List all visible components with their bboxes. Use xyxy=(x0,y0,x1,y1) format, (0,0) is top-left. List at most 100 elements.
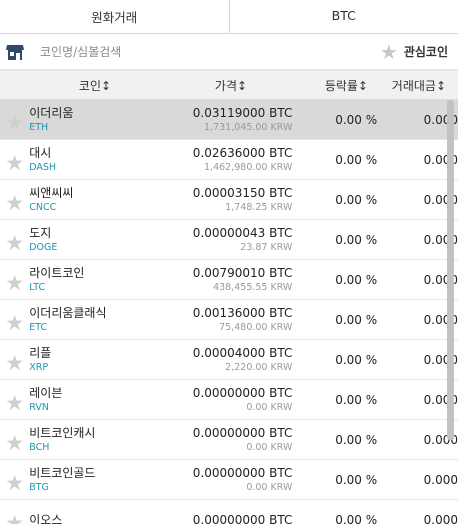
table-row[interactable]: ★ 비트코인캐시 BCH 0.00000000 BTC 0.00 KRW 0.00 … xyxy=(0,420,458,460)
tab-btc-market[interactable]: BTC xyxy=(229,0,458,33)
coin-symbol: DASH xyxy=(29,161,57,173)
trade-volume: 0.000 xyxy=(423,432,458,447)
coin-name: 씨앤씨씨 xyxy=(29,185,74,200)
coin-search-input[interactable] xyxy=(40,44,380,59)
trade-volume: 0.000 xyxy=(423,312,458,327)
table-row[interactable]: ★ 대시 DASH 0.02636000 BTC 1,462,980.00 KRW … xyxy=(0,140,458,180)
table-row[interactable]: ★ 씨앤씨씨 CNCC 0.00003150 BTC 1,748.25 KRW 0.… xyxy=(0,180,458,220)
change-rate: 0.00 % xyxy=(335,152,378,167)
coin-symbol: XRP xyxy=(29,361,49,373)
favorite-star-icon[interactable]: ★ xyxy=(5,510,25,524)
coin-name: 비트코인캐시 xyxy=(29,425,96,440)
price-btc: 0.02636000 BTC xyxy=(192,145,293,160)
favorite-coins-label: 관심코인 xyxy=(403,45,448,59)
table-row[interactable]: ★ 리플 XRP 0.00004000 BTC 2,220.00 KRW 0.00 … xyxy=(0,340,458,380)
price-krw: 438,455.55 KRW xyxy=(213,281,293,293)
coin-symbol: LTC xyxy=(29,281,46,293)
coin-list: ★ 이더리움 ETH 0.03119000 BTC 1,731,045.00 KRW… xyxy=(0,100,458,524)
price-krw: 0.00 KRW xyxy=(246,401,293,413)
coin-symbol: BTG xyxy=(29,481,49,493)
coin-symbol: RVN xyxy=(29,401,49,413)
price-krw: 0.00 KRW xyxy=(246,441,293,453)
change-rate: 0.00 % xyxy=(335,232,378,247)
change-rate: 0.00 % xyxy=(335,272,378,287)
scrollbar[interactable] xyxy=(447,100,454,440)
coin-name: 레이븐 xyxy=(29,385,63,400)
price-btc: 0.00000043 BTC xyxy=(192,225,293,240)
trade-volume: 0.000 xyxy=(423,512,458,524)
coin-name: 리플 xyxy=(29,345,52,360)
sort-by-name[interactable]: 코인↕ xyxy=(78,78,112,93)
sort-by-price[interactable]: 가격↕ xyxy=(214,78,248,93)
trade-volume: 0.000 xyxy=(423,392,458,407)
price-btc: 0.00000000 BTC xyxy=(192,425,293,440)
coin-symbol: CNCC xyxy=(29,201,57,213)
favorite-star-icon[interactable]: ★ xyxy=(5,110,25,135)
favorite-star-icon[interactable]: ★ xyxy=(5,150,25,175)
table-row[interactable]: ★ 라이트코인 LTC 0.00790010 BTC 438,455.55 KRW … xyxy=(0,260,458,300)
favorite-star-icon[interactable]: ★ xyxy=(5,310,25,335)
search-bar: ★ 관심코인 xyxy=(0,34,458,70)
favorite-star-icon[interactable]: ★ xyxy=(5,190,25,215)
change-rate: 0.00 % xyxy=(335,512,378,524)
price-btc: 0.00000000 BTC xyxy=(192,512,293,524)
coin-name: 이더리움 xyxy=(29,105,74,120)
price-krw: 1,731,045.00 KRW xyxy=(204,121,293,133)
trade-volume: 0.000 xyxy=(423,272,458,287)
table-row[interactable]: ★ 이더리움 ETH 0.03119000 BTC 1,731,045.00 KRW… xyxy=(0,100,458,140)
favorite-star-icon[interactable]: ★ xyxy=(5,390,25,415)
favorite-star-icon[interactable]: ★ xyxy=(5,270,25,295)
trade-volume: 0.000 xyxy=(423,152,458,167)
trade-volume: 0.000 xyxy=(423,352,458,367)
coin-symbol: BCH xyxy=(29,441,50,453)
table-header: 코인↕ 가격↕ 등락률↕ 거래대금↕ xyxy=(0,70,458,100)
star-icon: ★ xyxy=(379,39,398,64)
coin-symbol: DOGE xyxy=(29,241,58,253)
price-btc: 0.03119000 BTC xyxy=(192,105,293,120)
price-btc: 0.00000000 BTC xyxy=(192,465,293,480)
change-rate: 0.00 % xyxy=(335,312,378,327)
price-btc: 0.00790010 BTC xyxy=(192,265,293,280)
trade-volume: 0.000 xyxy=(423,472,458,487)
price-krw: 1,462,980.00 KRW xyxy=(204,161,293,173)
change-rate: 0.00 % xyxy=(335,192,378,207)
trade-volume: 0.000 xyxy=(423,192,458,207)
shop-icon[interactable] xyxy=(4,41,26,63)
tab-krw-market[interactable]: 원화거래 xyxy=(0,0,230,33)
change-rate: 0.00 % xyxy=(335,472,378,487)
price-krw: 23.87 KRW xyxy=(240,241,293,253)
price-btc: 0.00003150 BTC xyxy=(192,185,293,200)
change-rate: 0.00 % xyxy=(335,392,378,407)
change-rate: 0.00 % xyxy=(335,112,378,127)
coin-name: 라이트코인 xyxy=(29,265,85,280)
table-row[interactable]: ★ 도지 DOGE 0.00000043 BTC 23.87 KRW 0.00 % … xyxy=(0,220,458,260)
price-krw: 75,480.00 KRW xyxy=(219,321,293,333)
table-row[interactable]: ★ 이더리움클래식 ETC 0.00136000 BTC 75,480.00 KRW… xyxy=(0,300,458,340)
price-krw: 0.00 KRW xyxy=(246,481,293,493)
coin-symbol: ETH xyxy=(29,121,49,133)
price-btc: 0.00000000 BTC xyxy=(192,385,293,400)
coin-name: 이더리움클래식 xyxy=(29,305,107,320)
price-krw: 2,220.00 KRW xyxy=(225,361,293,373)
favorite-star-icon[interactable]: ★ xyxy=(5,350,25,375)
coin-name: 대시 xyxy=(29,145,52,160)
sort-by-volume[interactable]: 거래대금↕ xyxy=(391,78,446,93)
favorite-star-icon[interactable]: ★ xyxy=(5,470,25,495)
price-krw: 1,748.25 KRW xyxy=(225,201,293,213)
change-rate: 0.00 % xyxy=(335,352,378,367)
coin-name: 비트코인골드 xyxy=(29,465,96,480)
favorite-star-icon[interactable]: ★ xyxy=(5,230,25,255)
price-btc: 0.00004000 BTC xyxy=(192,345,293,360)
trade-volume: 0.000 xyxy=(423,232,458,247)
trade-volume: 0.000 xyxy=(423,112,458,127)
coin-name: 이오스 xyxy=(29,512,63,524)
table-row[interactable]: ★ 이오스 0.00000000 BTC 0.00 % 0.000 xyxy=(0,500,458,524)
sort-by-change[interactable]: 등락률↕ xyxy=(324,78,368,93)
market-tabs: 원화거래 BTC xyxy=(0,0,458,34)
table-row[interactable]: ★ 비트코인골드 BTG 0.00000000 BTC 0.00 KRW 0.00 … xyxy=(0,460,458,500)
coin-name: 도지 xyxy=(29,225,52,240)
coin-symbol: ETC xyxy=(29,321,48,333)
favorite-star-icon[interactable]: ★ xyxy=(5,430,25,455)
table-row[interactable]: ★ 레이븐 RVN 0.00000000 BTC 0.00 KRW 0.00 % 0… xyxy=(0,380,458,420)
favorite-coins-filter[interactable]: ★ 관심코인 xyxy=(380,42,448,62)
